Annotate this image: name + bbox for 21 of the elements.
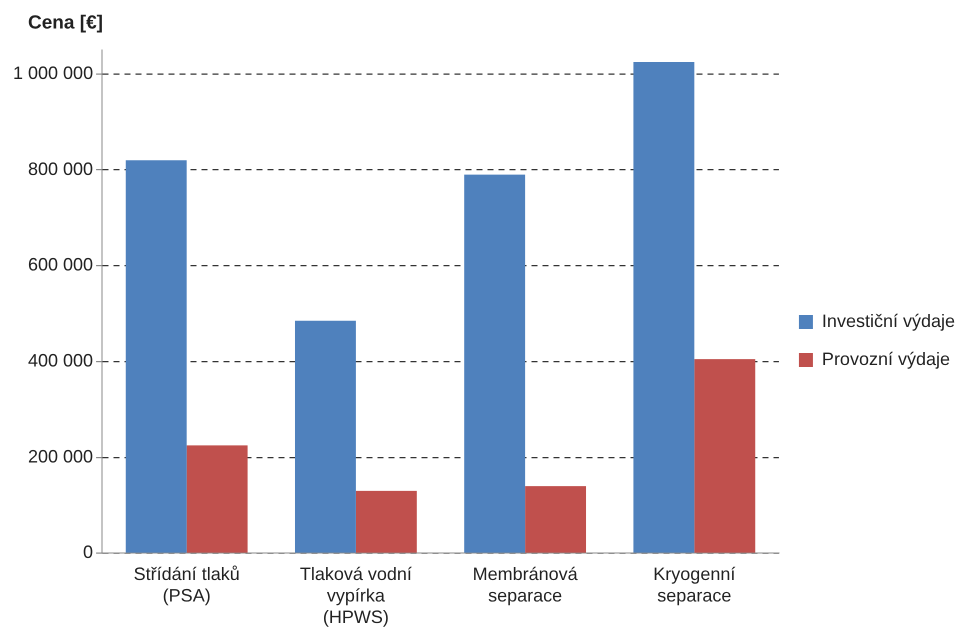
y-tick-label: 200 000	[28, 446, 94, 466]
bar	[464, 174, 526, 553]
bar	[356, 490, 417, 553]
y-tick-label: 0	[83, 542, 94, 562]
y-tick-label: 400 000	[28, 350, 94, 370]
legend-label: Investiční výdaje	[822, 310, 956, 331]
x-tick-label: Střídání tlaků (PSA)	[134, 564, 240, 606]
bar	[186, 445, 248, 553]
y-tick-label: 600 000	[28, 254, 94, 275]
bar	[294, 320, 356, 553]
x-tick-label: Tlaková vodní vypírka (HPWS)	[300, 564, 412, 628]
bar	[633, 62, 694, 553]
legend-label: Provozní výdaje	[822, 348, 950, 369]
y-tick-label: 1 000 000	[13, 62, 94, 83]
bar	[694, 359, 756, 553]
bar	[525, 486, 586, 553]
y-tick-label: 800 000	[28, 158, 94, 179]
x-tick-label: Membránová separace	[472, 564, 579, 606]
bar	[126, 160, 187, 553]
y-axis-title: Cena [€]	[28, 12, 103, 34]
x-tick-label: Kryogenní separace	[653, 564, 736, 606]
